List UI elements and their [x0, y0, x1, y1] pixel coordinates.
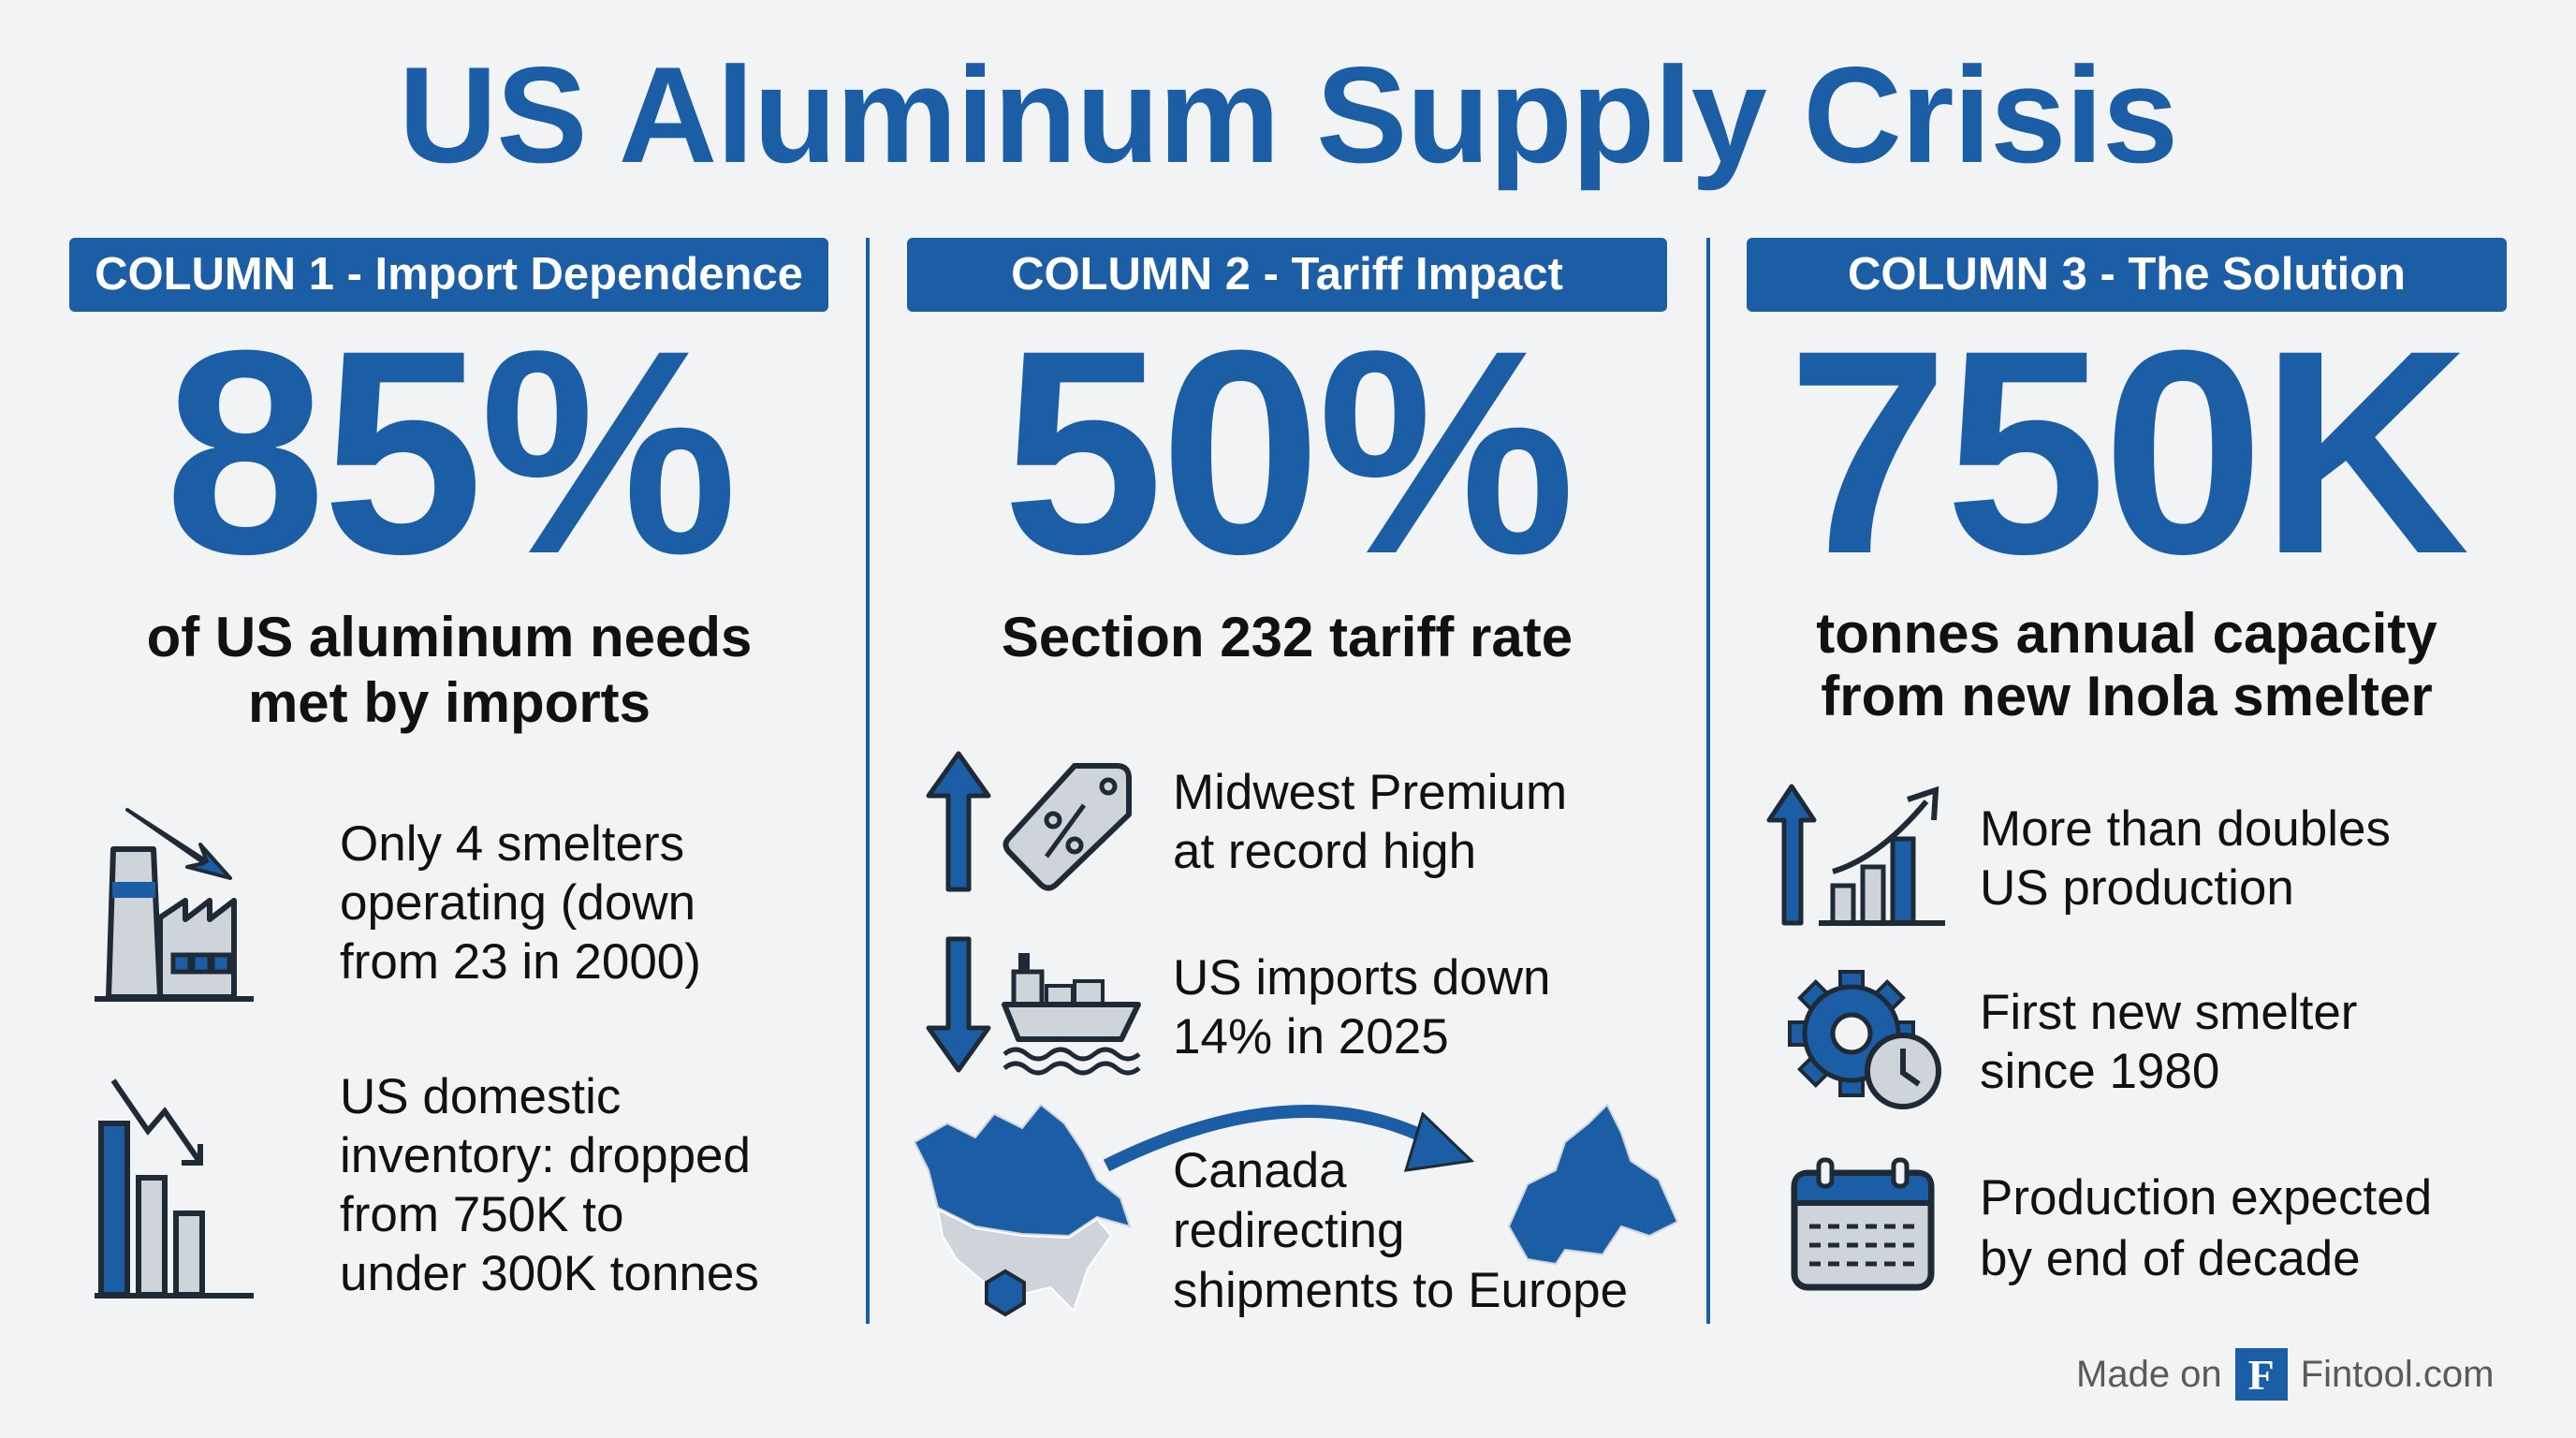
list-item: More than doubles US production: [1980, 800, 2391, 917]
footer-brand-link[interactable]: Fintool.com: [2300, 1353, 2495, 1395]
item-text: Canada: [1173, 1143, 1347, 1198]
calendar-icon: [1791, 1157, 1935, 1291]
up-arrow-price-tag-icon: [926, 751, 1132, 892]
growth-chart-icon: [1766, 784, 1945, 926]
item-text: US production: [1980, 860, 2294, 916]
subtitle-line: met by imports: [247, 671, 651, 734]
list-item: Canada redirecting shipments to Europe: [1173, 1141, 1628, 1321]
fintool-logo-icon: F: [2234, 1348, 2288, 1401]
list-item: First new smelter since 1980: [1980, 983, 2357, 1101]
item-text: operating (down: [340, 875, 696, 931]
subtitle-line: of US aluminum needs: [146, 606, 753, 668]
item-text: inventory: dropped: [340, 1128, 752, 1183]
gear-clock-icon: [1788, 970, 1941, 1109]
stat-tariff-rate: 50%: [1002, 289, 1575, 614]
item-text: shipments to Europe: [1173, 1263, 1629, 1318]
column-2-header: COLUMN 2 - Tariff Impact: [907, 238, 1667, 312]
item-text: US imports down: [1173, 950, 1551, 1005]
list-item: Only 4 smelters operating (down from 23 …: [340, 814, 701, 991]
item-text: More than doubles: [1980, 801, 2392, 857]
item-text: US domestic: [340, 1069, 622, 1124]
stat-subtitle: of US aluminum needs met by imports: [37, 605, 861, 736]
item-text: 14% in 2025: [1173, 1009, 1449, 1064]
item-text: Only 4 smelters: [340, 816, 685, 872]
footer-attribution: Made on F Fintool.com: [2076, 1348, 2494, 1401]
stat-capacity: 750K: [1787, 289, 2469, 614]
subtitle-line: from new Inola smelter: [1821, 665, 2433, 727]
canada-to-europe-map-icon: [913, 1103, 1679, 1317]
item-text: from 23 in 2000): [340, 934, 701, 990]
item-text: Midwest Premium: [1173, 765, 1568, 820]
factory-down-arrow-icon: [95, 808, 254, 1002]
stat-import-share: 85%: [164, 289, 738, 614]
footer-prefix: Made on: [2076, 1353, 2222, 1395]
list-item: US imports down 14% in 2025: [1173, 948, 1551, 1066]
column-3-header: COLUMN 3 - The Solution: [1747, 238, 2507, 312]
stat-subtitle: tonnes annual capacity from new Inola sm…: [1715, 602, 2539, 727]
list-item: Midwest Premium at record high: [1173, 763, 1567, 881]
stat-subtitle: Section 232 tariff rate: [875, 605, 1699, 670]
list-item: Production expected by end of decade: [1980, 1167, 2432, 1289]
item-text: since 1980: [1980, 1044, 2220, 1099]
page-title: US Aluminum Supply Crisis: [398, 38, 2178, 191]
item-text: under 300K tonnes: [340, 1246, 759, 1301]
item-text: Production expected: [1980, 1170, 2433, 1225]
column-divider: [866, 238, 870, 1324]
item-text: from 750K to: [340, 1187, 624, 1242]
item-text: at record high: [1173, 824, 1477, 879]
column-divider: [1706, 238, 1710, 1324]
list-item: US domestic inventory: dropped from 750K…: [340, 1067, 759, 1303]
column-1-header: COLUMN 1 - Import Dependence: [69, 238, 828, 312]
item-text: by end of decade: [1980, 1231, 2361, 1286]
item-text: redirecting: [1173, 1203, 1405, 1258]
item-text: First new smelter: [1980, 985, 2358, 1040]
subtitle-line: tonnes annual capacity: [1816, 602, 2437, 665]
declining-bar-chart-icon: [95, 1078, 254, 1299]
down-arrow-cargo-ship-icon: [926, 936, 1141, 1076]
subtitle-line: Section 232 tariff rate: [1001, 606, 1573, 668]
